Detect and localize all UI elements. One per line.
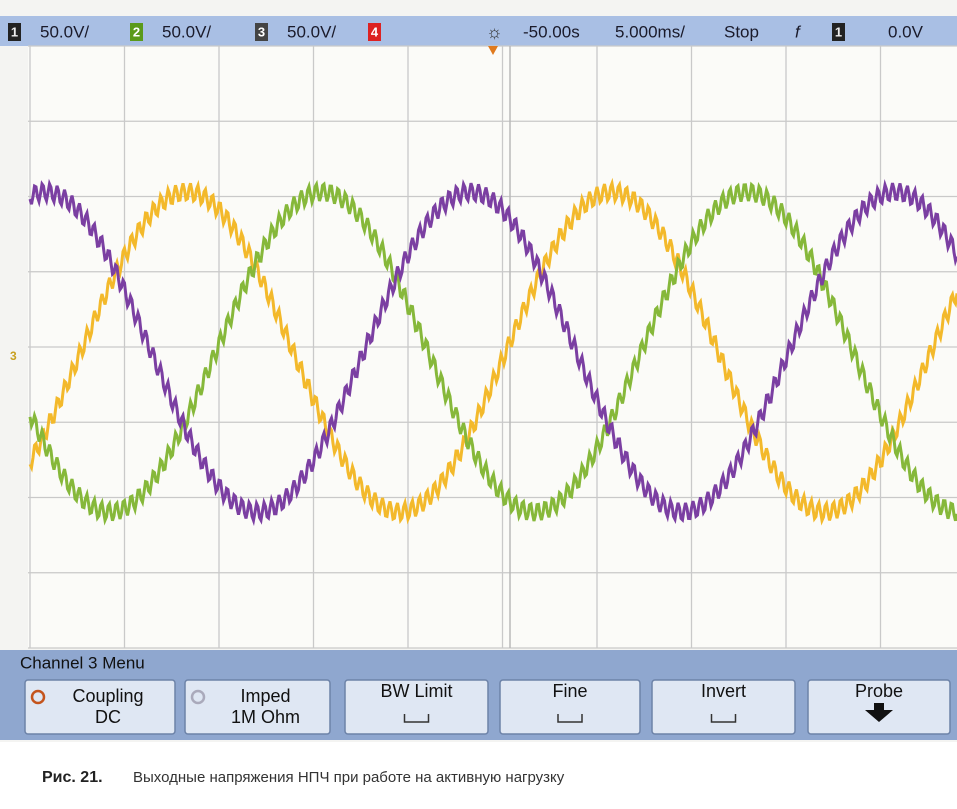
status-bar (0, 16, 957, 46)
channel-number: 1 (835, 24, 842, 39)
caption-text: Выходные напряжения НПЧ при работе на ак… (133, 769, 565, 786)
page: Channel 3 Menu CouplingDC Imped1M Ohm BW L… (0, 0, 957, 809)
sun-icon: ☼ (486, 22, 503, 42)
softkey-label: Probe (855, 681, 903, 701)
channel-scale: 50.0V/ (162, 22, 211, 41)
softkey-value: DC (95, 707, 121, 727)
delay: -50.00s (523, 22, 580, 41)
run-status: Stop (724, 22, 759, 41)
channel-scale: 50.0V/ (40, 22, 89, 41)
softkey-label: Coupling (72, 686, 143, 706)
channel-number: 3 (258, 24, 265, 39)
channel-number: 2 (133, 24, 140, 39)
caption-prefix: Рис. 21. (42, 769, 103, 786)
channel-number: 1 (11, 24, 18, 39)
scope-screen: Channel 3 Menu CouplingDC Imped1M Ohm BW L… (0, 0, 957, 809)
channel-scale: 50.0V/ (287, 22, 336, 41)
softkey-value: 1M Ohm (231, 707, 300, 727)
channel-number: 4 (371, 24, 379, 39)
menu-title: Channel 3 Menu (20, 653, 145, 672)
ground-marker: 3 (10, 349, 17, 363)
softkey-label: Imped (240, 686, 290, 706)
trigger-level: 0.0V (888, 22, 924, 41)
timebase: 5.000ms/ (615, 22, 685, 41)
softkey-label: Invert (701, 681, 746, 701)
softkey-label: BW Limit (381, 681, 453, 701)
softkey-label: Fine (552, 681, 587, 701)
